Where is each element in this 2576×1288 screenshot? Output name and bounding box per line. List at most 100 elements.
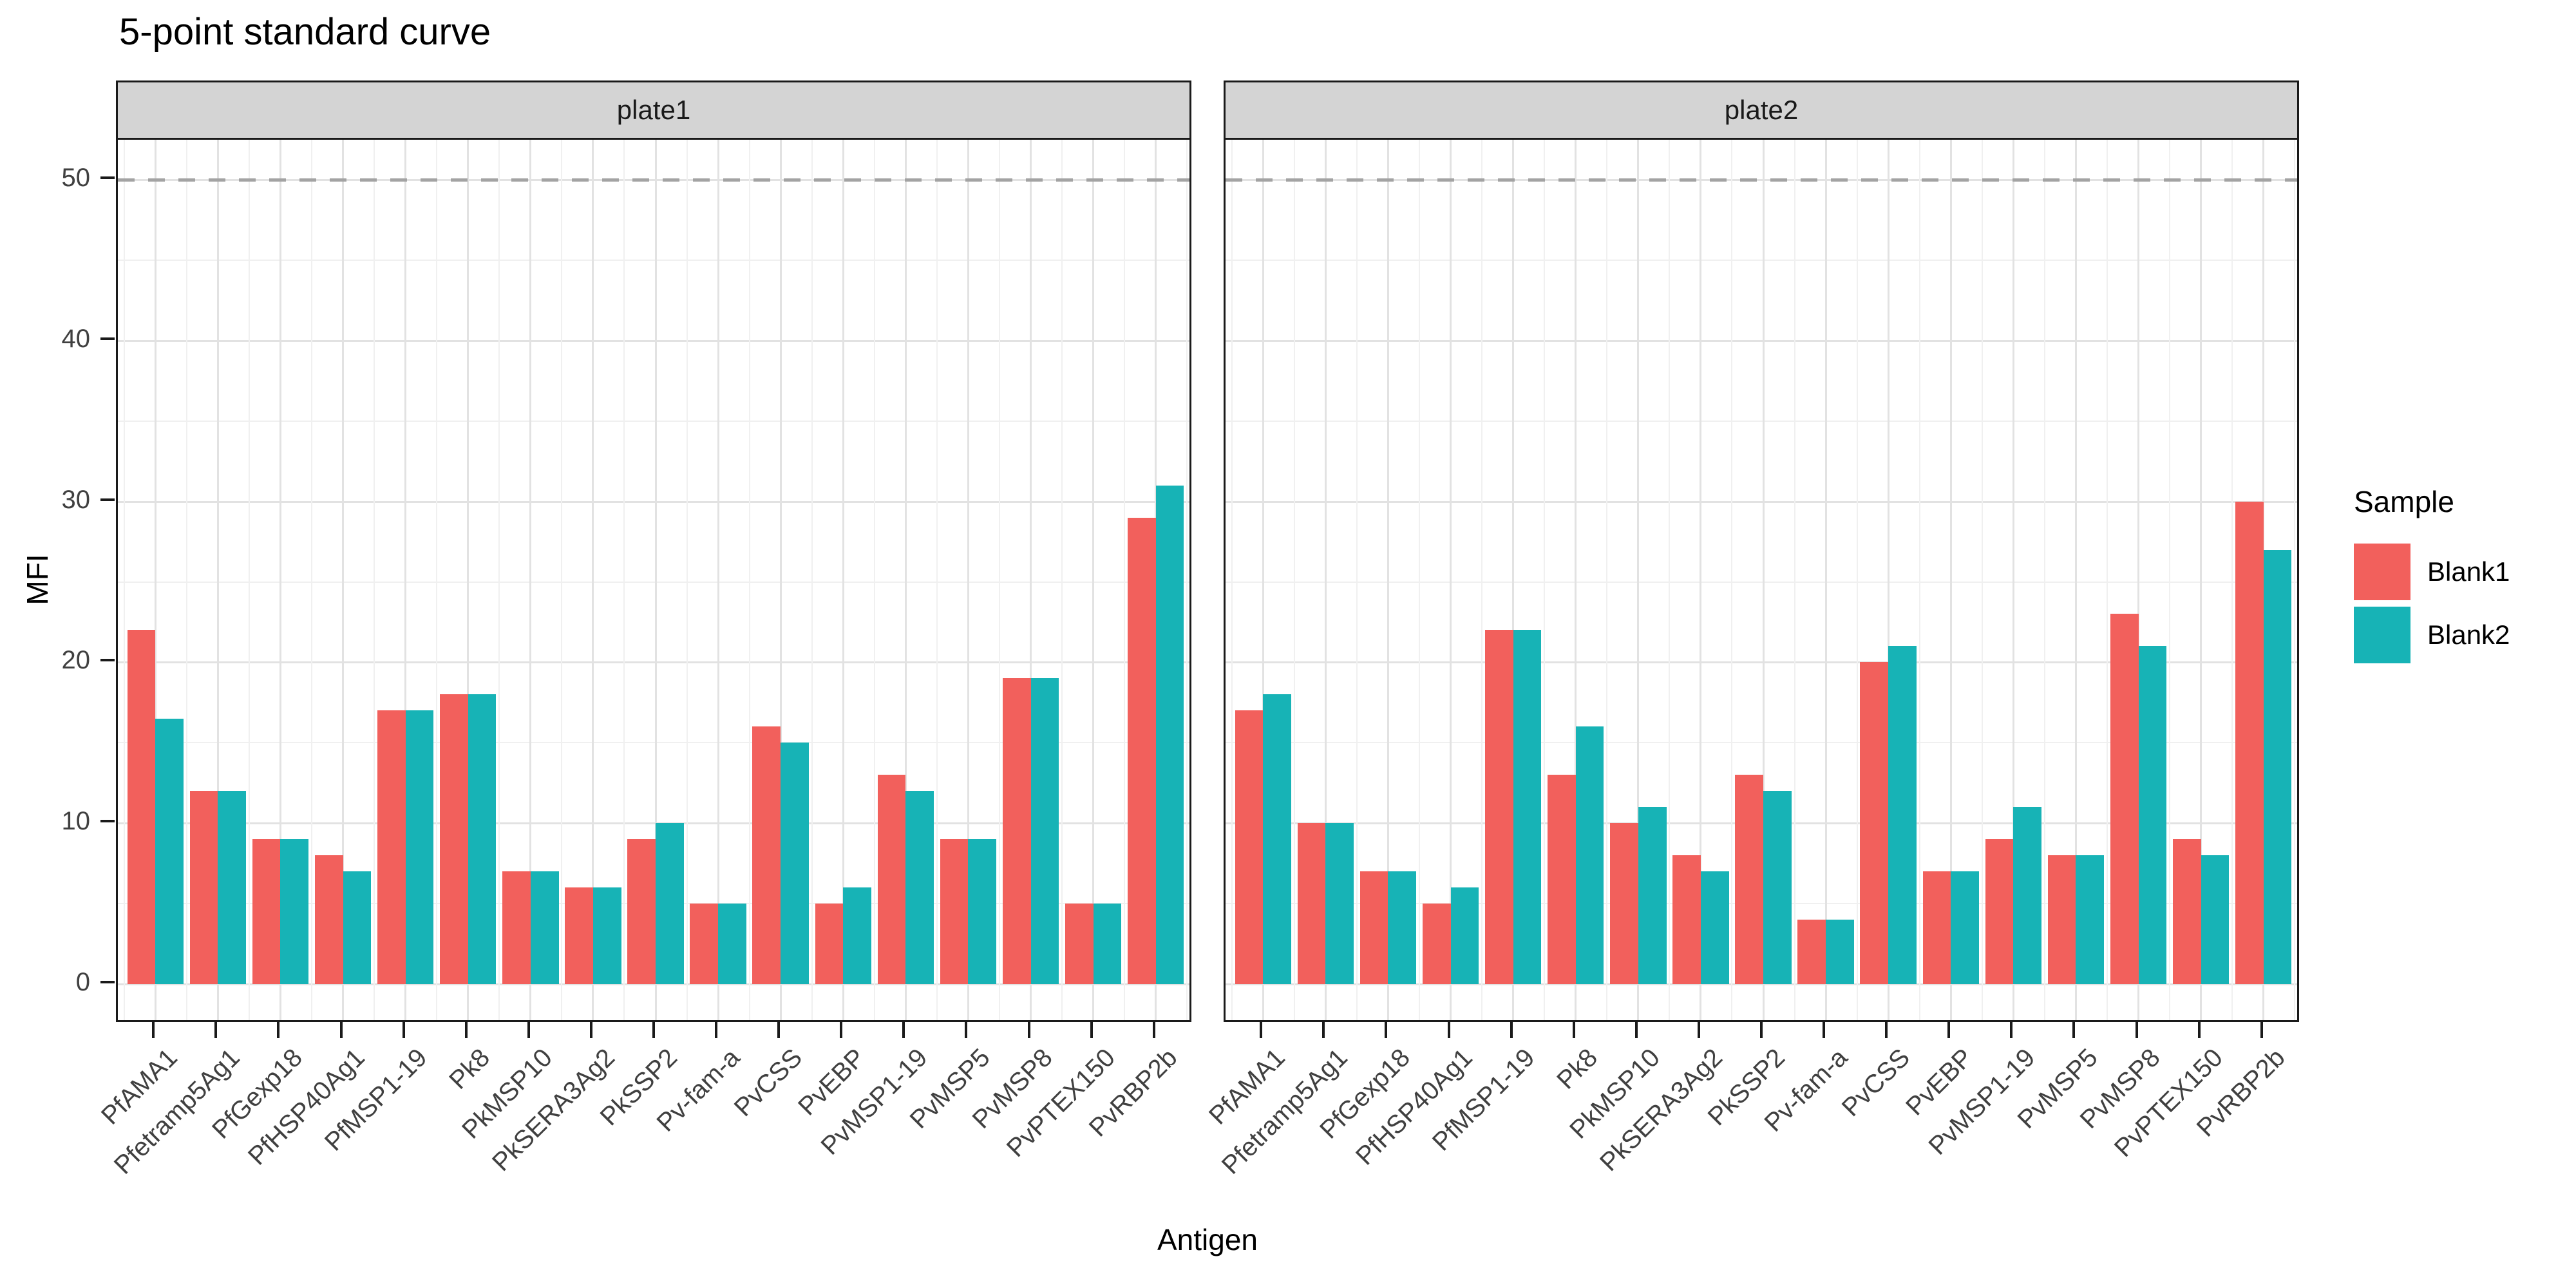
v-gridline-major <box>779 140 782 1020</box>
v-gridline-minor <box>1669 140 1671 1020</box>
bar-blank1-PkSSP2 <box>1735 775 1763 984</box>
bar-blank1-PvMSP8 <box>2110 614 2139 984</box>
bar-blank2-Pv-fam-a <box>718 903 746 984</box>
v-gridline-minor <box>1231 140 1233 1020</box>
v-gridline-major <box>342 140 345 1020</box>
plot-panel-plate1 <box>116 138 1191 1022</box>
bar-blank2-Pv-fam-a <box>1826 919 1854 984</box>
bar-blank1-PvCSS <box>1860 662 1889 984</box>
bar-blank2-PfHSP40Ag1 <box>1450 887 1479 984</box>
v-gridline-minor <box>2169 140 2171 1020</box>
v-gridline-minor <box>2231 140 2233 1020</box>
x-tick-mark <box>1510 1022 1513 1038</box>
h-gridline-major <box>1226 500 2297 503</box>
bar-blank1-PvMSP1-19 <box>877 775 906 984</box>
bar-blank2-Pfetramp5Ag1 <box>1325 822 1354 984</box>
bar-blank2-PvEBP <box>1951 871 1979 984</box>
x-tick-mark <box>1760 1022 1763 1038</box>
h-gridline-major <box>1226 983 2297 985</box>
x-tick-mark <box>1322 1022 1325 1038</box>
h-gridline-minor <box>1226 581 2297 583</box>
x-tick-mark <box>1447 1022 1450 1038</box>
bar-blank1-PvRBP2b <box>1128 517 1156 984</box>
v-gridline-minor <box>1606 140 1608 1020</box>
bar-blank1-PfAMA1 <box>127 630 156 984</box>
v-gridline-major <box>904 140 907 1020</box>
x-tick-mark <box>1697 1022 1700 1038</box>
x-tick-mark <box>1260 1022 1263 1038</box>
v-gridline-major <box>154 140 156 1020</box>
bar-blank1-PfGexp18 <box>252 838 281 984</box>
v-gridline-major <box>2012 140 2014 1020</box>
bar-blank2-PvCSS <box>1888 646 1917 984</box>
v-gridline-major <box>967 140 969 1020</box>
x-tick-mark <box>1885 1022 1888 1038</box>
x-tick-mark <box>1823 1022 1826 1038</box>
x-tick-mark <box>840 1022 843 1038</box>
v-gridline-major <box>717 140 719 1020</box>
v-gridline-major <box>592 140 594 1020</box>
v-gridline-major <box>1387 140 1389 1020</box>
bar-blank2-PfGexp18 <box>1388 871 1417 984</box>
x-tick-mark <box>902 1022 905 1038</box>
v-gridline-minor <box>936 140 938 1020</box>
legend-swatch-blank1 <box>2354 544 2410 600</box>
h-gridline-minor <box>1226 420 2297 422</box>
v-gridline-major <box>1949 140 1952 1020</box>
v-gridline-major <box>404 140 407 1020</box>
bar-blank1-PfAMA1 <box>1235 710 1264 984</box>
bar-blank1-PfHSP40Ag1 <box>1422 903 1451 984</box>
x-tick-mark <box>1090 1022 1093 1038</box>
v-gridline-minor <box>748 140 750 1020</box>
x-tick-mark <box>652 1022 655 1038</box>
bar-blank1-Pk8 <box>440 694 468 984</box>
v-gridline-major <box>1762 140 1765 1020</box>
x-tick-mark <box>777 1022 781 1038</box>
bar-blank1-PvMSP5 <box>940 838 969 984</box>
v-gridline-minor <box>1731 140 1733 1020</box>
bar-blank2-PvEBP <box>843 887 871 984</box>
x-tick-label: Pk8 <box>443 1043 495 1095</box>
y-tick-label: 10 <box>61 806 91 835</box>
legend-keys: Blank1 Blank2 <box>2354 544 2510 663</box>
h-gridline-minor <box>118 581 1189 583</box>
x-tick-mark <box>715 1022 718 1038</box>
bar-blank1-Pfetramp5Ag1 <box>189 791 218 984</box>
bar-blank1-PfHSP40Ag1 <box>314 855 343 984</box>
v-gridline-major <box>1824 140 1827 1020</box>
bar-blank1-PkSERA3Ag2 <box>1672 855 1701 984</box>
x-tick-mark <box>965 1022 968 1038</box>
v-gridline-minor <box>1124 140 1126 1020</box>
bar-blank2-PkMSP10 <box>530 871 559 984</box>
legend-label: Blank2 <box>2427 620 2510 650</box>
legend-entry-blank1: Blank1 <box>2354 544 2510 600</box>
x-tick-mark <box>1572 1022 1575 1038</box>
bar-blank2-PvMSP1-19 <box>905 791 934 984</box>
v-gridline-minor <box>623 140 625 1020</box>
h-gridline-minor <box>118 742 1189 744</box>
bar-blank2-PkSSP2 <box>1763 791 1792 984</box>
v-gridline-major <box>1512 140 1515 1020</box>
bar-blank1-PvMSP8 <box>1002 678 1031 984</box>
bar-blank2-PkSERA3Ag2 <box>592 887 621 984</box>
legend-swatch-blank2 <box>2354 607 2410 663</box>
bar-blank2-PvMSP8 <box>2138 646 2167 984</box>
y-tick-label: 40 <box>61 325 91 354</box>
v-gridline-major <box>467 140 469 1020</box>
x-tick-mark <box>1947 1022 1951 1038</box>
bar-blank1-PvEBP <box>815 903 844 984</box>
h-gridline-minor <box>1226 260 2297 261</box>
v-gridline-major <box>2200 140 2202 1020</box>
x-tick-mark <box>277 1022 280 1038</box>
v-gridline-minor <box>1293 140 1295 1020</box>
v-gridline-minor <box>1061 140 1063 1020</box>
bar-blank2-PvCSS <box>781 743 809 984</box>
bar-blank1-PvMSP1-19 <box>1985 838 2014 984</box>
x-axis-title: Antigen <box>1157 1223 1258 1256</box>
y-tick-mark <box>100 819 115 822</box>
bar-blank1-Pfetramp5Ag1 <box>1297 822 1326 984</box>
legend-title: Sample <box>2354 485 2454 518</box>
v-gridline-minor <box>1856 140 1858 1020</box>
v-gridline-minor <box>686 140 688 1020</box>
